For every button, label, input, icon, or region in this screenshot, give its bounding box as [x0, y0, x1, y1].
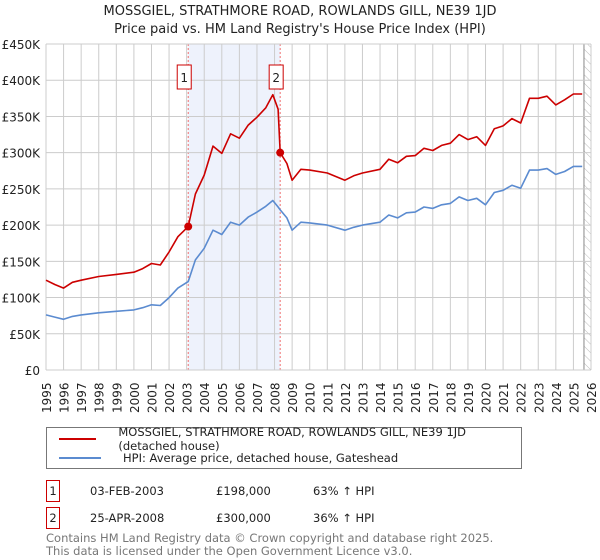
x-tick-label: 1995 — [40, 382, 54, 413]
y-tick-label: £350K — [2, 110, 42, 124]
chart-legend: MOSSGIEL, STRATHMORE ROAD, ROWLANDS GILL… — [46, 425, 522, 469]
x-tick-label: 2023 — [532, 382, 546, 413]
chart-subtitle: Price paid vs. HM Land Registry's House … — [114, 22, 486, 37]
footer-attribution: Contains HM Land Registry data © Crown c… — [46, 532, 493, 558]
y-tick-label: £450K — [2, 38, 42, 52]
x-tick-label: 2009 — [286, 382, 300, 413]
x-tick-label: 1996 — [58, 382, 72, 413]
x-tick-label: 2014 — [374, 382, 388, 413]
x-tick-label: 1999 — [110, 382, 124, 413]
transaction-price: £300,000 — [216, 511, 271, 525]
x-tick-label: 2026 — [585, 382, 599, 413]
sale-point — [276, 148, 285, 157]
x-tick-label: 2011 — [321, 382, 335, 413]
transaction-marker: 2 — [46, 507, 60, 529]
holding-period-shade — [188, 44, 281, 370]
legend-swatch-property — [59, 438, 97, 440]
y-tick-label: £200K — [2, 219, 42, 233]
x-tick-label: 2019 — [462, 382, 476, 413]
x-tick-label: 2015 — [392, 382, 406, 413]
x-tick-label: 2022 — [515, 382, 529, 413]
x-tick-label: 2008 — [269, 382, 283, 413]
y-tick-label: £400K — [2, 74, 42, 88]
x-tick-label: 2016 — [409, 382, 423, 413]
y-tick-label: £50K — [9, 328, 41, 342]
footer-line-2: This data is licensed under the Open Gov… — [46, 544, 413, 558]
x-tick-label: 2018 — [444, 382, 458, 413]
x-tick-label: 2007 — [251, 382, 265, 413]
legend-swatch-hpi — [59, 457, 101, 459]
chart-title: MOSSGIEL, STRATHMORE ROAD, ROWLANDS GILL… — [103, 4, 497, 19]
hpi-line — [45, 165, 583, 321]
x-tick-label: 2024 — [550, 382, 564, 413]
x-tick-label: 2012 — [339, 382, 353, 413]
property-price-line — [45, 93, 583, 289]
transaction-marker: 1 — [46, 480, 60, 502]
price-chart: 1995 1996 1997 1998 1999 2000 2001 2002 2003 2004… — [2, 38, 599, 413]
x-tick-label: 2003 — [181, 382, 195, 413]
sale-label: 1 — [180, 71, 188, 85]
y-tick-label: £0 — [25, 364, 40, 378]
x-tick-label: 2006 — [233, 382, 247, 413]
forecast-hatch — [583, 44, 591, 370]
sale-label-box — [268, 64, 284, 90]
x-tick-label: 2000 — [128, 382, 142, 413]
x-tick-label: 2013 — [356, 382, 370, 413]
x-tick-label: 2001 — [145, 382, 159, 413]
y-tick-label: £250K — [2, 183, 42, 197]
transaction-hpi: 36% ↑ HPI — [313, 511, 375, 525]
transaction-date: 25-APR-2008 — [90, 511, 165, 525]
x-tick-label: 1997 — [75, 382, 89, 413]
y-tick-label: £300K — [2, 147, 42, 161]
footer-line-1: Contains HM Land Registry data © Crown c… — [46, 531, 494, 545]
y-tick-label: £100K — [2, 292, 42, 306]
transaction-date: 03-FEB-2003 — [90, 484, 164, 498]
x-tick-label: 1998 — [93, 382, 107, 413]
x-tick-label: 2005 — [216, 382, 230, 413]
legend-item-property: MOSSGIEL, STRATHMORE ROAD, ROWLANDS GILL… — [59, 425, 521, 453]
legend-label-property: MOSSGIEL, STRATHMORE ROAD, ROWLANDS GILL… — [118, 425, 467, 453]
transaction-hpi: 63% ↑ HPI — [313, 484, 375, 498]
legend-item-hpi: HPI: Average price, detached house, Gate… — [59, 450, 398, 466]
sale-label: 2 — [272, 71, 280, 85]
x-tick-label: 2020 — [480, 382, 494, 413]
sale-label-box — [176, 64, 192, 90]
x-tick-label: 2021 — [497, 382, 511, 413]
transaction-price: £198,000 — [216, 484, 271, 498]
x-tick-label: 2004 — [198, 382, 212, 413]
x-tick-label: 2010 — [304, 382, 318, 413]
x-tick-label: 2017 — [427, 382, 441, 413]
sale-point — [184, 222, 193, 231]
x-tick-label: 2025 — [567, 382, 581, 413]
legend-label-hpi: HPI: Average price, detached house, Gate… — [123, 451, 399, 465]
x-tick-label: 2002 — [163, 382, 177, 413]
y-tick-label: £150K — [2, 255, 42, 269]
